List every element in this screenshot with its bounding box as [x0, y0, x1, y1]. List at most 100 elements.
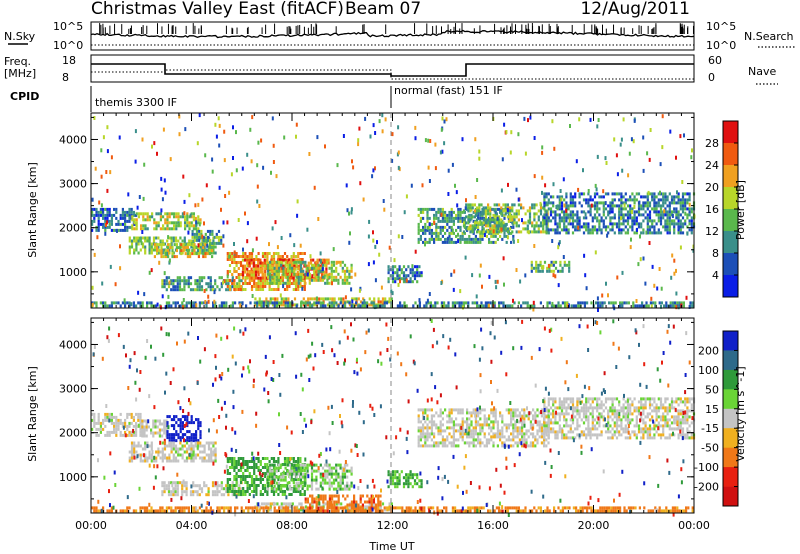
echo-cell	[257, 252, 260, 255]
echo-cell	[556, 204, 559, 208]
echo-cell	[502, 227, 505, 231]
echo-cell	[93, 421, 96, 425]
echo-cell	[183, 279, 186, 283]
scatter-cell	[479, 263, 482, 268]
echo-cell	[642, 204, 645, 208]
scatter-cell	[613, 137, 616, 142]
echo-cell	[666, 210, 669, 214]
echo-cell	[212, 459, 215, 463]
echo-cell	[225, 304, 228, 308]
echo-cell	[429, 304, 432, 308]
echo-cell	[553, 304, 556, 308]
echo-cell	[335, 469, 338, 473]
echo-cell	[272, 264, 275, 268]
echo-cell	[654, 304, 657, 308]
echo-cell	[253, 481, 256, 484]
echo-cell	[253, 472, 256, 475]
echo-cell	[366, 301, 369, 305]
echo-cell	[651, 231, 654, 235]
echo-cell	[233, 475, 236, 478]
scatter-cell	[211, 169, 214, 174]
scatter-cell	[350, 210, 353, 215]
echo-cell	[308, 463, 311, 467]
echo-cell	[235, 484, 238, 487]
echo-cell	[161, 490, 164, 494]
echo-cell	[176, 493, 179, 497]
echo-cell	[173, 243, 176, 247]
echo-cell	[270, 484, 273, 487]
scatter-cell	[594, 250, 597, 255]
echo-cell	[93, 207, 96, 211]
echo-cell	[207, 490, 210, 494]
echo-cell	[618, 222, 621, 226]
echo-cell	[135, 227, 138, 231]
echo-cell	[291, 269, 294, 273]
echo-cell	[181, 493, 184, 497]
echo-cell	[166, 221, 169, 225]
echo-cell	[192, 304, 195, 308]
echo-cell	[648, 201, 652, 205]
scatter-cell	[323, 259, 326, 264]
echo-cell	[220, 484, 223, 488]
echo-cell	[275, 263, 278, 267]
echo-cell	[646, 228, 649, 232]
echo-cell	[144, 227, 147, 231]
echo-cell	[270, 288, 273, 291]
echo-cell	[280, 478, 283, 482]
echo-cell	[611, 201, 614, 205]
echo-cell	[387, 265, 390, 269]
echo-cell	[622, 222, 625, 226]
echo-cell	[135, 239, 138, 243]
echo-cell	[220, 241, 223, 245]
echo-cell	[419, 228, 422, 232]
echo-cell	[315, 275, 318, 279]
scatter-cell	[577, 187, 580, 192]
scatter-cell	[397, 165, 400, 170]
echo-cell	[662, 192, 665, 196]
echo-cell	[655, 195, 658, 199]
echo-cell	[310, 278, 314, 282]
echo-cell	[150, 444, 153, 448]
echo-cell	[681, 195, 685, 199]
echo-cell	[288, 472, 292, 476]
echo-cell	[220, 487, 223, 491]
echo-cell	[186, 246, 189, 250]
scatter-cell	[123, 298, 126, 303]
echo-cell	[559, 269, 562, 273]
echo-cell	[237, 273, 240, 276]
echo-cell	[689, 301, 692, 305]
echo-cell	[593, 192, 597, 196]
echo-cell	[368, 297, 371, 301]
echo-cell	[324, 463, 327, 467]
echo-cell	[688, 195, 691, 199]
echo-cell	[633, 198, 636, 202]
echo-cell	[504, 203, 507, 207]
echo-cell	[435, 225, 438, 229]
echo-cell	[637, 192, 641, 196]
echo-cell	[539, 269, 542, 273]
echo-cell	[308, 304, 311, 308]
echo-cell	[507, 210, 510, 214]
echo-cell	[263, 264, 266, 268]
echo-cell	[402, 271, 406, 275]
scatter-cell	[606, 233, 609, 238]
echo-cell	[145, 419, 148, 423]
echo-cell	[168, 439, 171, 443]
echo-cell	[174, 490, 177, 494]
echo-cell	[426, 207, 429, 211]
echo-cell	[537, 215, 540, 219]
echo-cell	[578, 219, 581, 223]
echo-cell	[284, 301, 287, 305]
echo-cell	[504, 224, 507, 228]
echo-cell	[152, 236, 156, 240]
echo-cell	[233, 261, 236, 264]
echo-cell	[569, 195, 572, 199]
echo-cell	[598, 222, 601, 226]
echo-cell	[192, 459, 195, 463]
echo-cell	[225, 484, 228, 488]
echo-cell	[530, 269, 533, 273]
echo-cell	[535, 260, 538, 264]
echo-cell	[181, 421, 184, 425]
echo-cell	[235, 261, 238, 264]
echo-cell	[565, 231, 568, 235]
